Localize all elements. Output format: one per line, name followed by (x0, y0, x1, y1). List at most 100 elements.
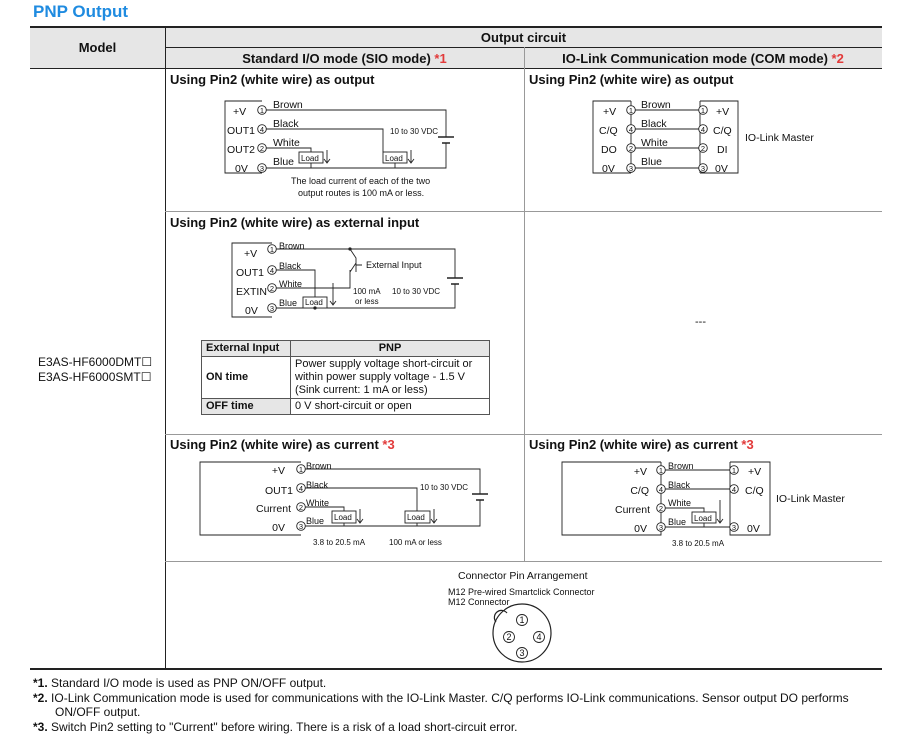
terminal-label: 0V (602, 163, 615, 175)
load-label: Load (694, 514, 712, 523)
footnote-ref: *1 (434, 51, 447, 66)
sio-header-text: Standard I/O mode (SIO mode) (242, 51, 431, 66)
footnote-mark: *3. (33, 720, 48, 734)
pin-number: 2 (270, 284, 274, 293)
terminal-label: 0V (235, 163, 248, 175)
load-label: Load (334, 513, 352, 522)
footnote-text: Switch Pin2 setting to "Current" before … (51, 720, 518, 734)
value-line: (Sink current: 1 mA or less) (295, 384, 428, 396)
connector-pin-arrangement: 1 2 4 3 Connector Pin Arrangement M12 Pr… (448, 570, 595, 663)
pin-number: 2 (701, 144, 705, 153)
supply-voltage: 10 to 30 VDC (392, 287, 440, 296)
sio-mode-header: Standard I/O mode (SIO mode) *1 (165, 51, 524, 66)
load-label: Load (301, 154, 319, 163)
terminal-label: +V (716, 106, 729, 118)
terminal-label: 0V (715, 163, 728, 175)
divider (524, 47, 525, 561)
pin-number: 1 (659, 466, 663, 475)
com-mode-header: IO-Link Communication mode (COM mode) *2 (524, 51, 882, 66)
connector-type: M12 Pre-wired Smartclick Connector (448, 587, 595, 597)
pin-number: 2 (260, 144, 264, 153)
terminal-label: +V (272, 465, 285, 477)
terminal-label: +V (634, 466, 647, 478)
pin-number: 4 (299, 484, 303, 493)
wire-label: White (306, 498, 329, 508)
terminal-label: EXTIN (236, 286, 267, 298)
wire-label: White (273, 137, 300, 149)
wire-label: Brown (273, 99, 303, 111)
note: 3.8 to 20.5 mA (672, 539, 725, 548)
connector-type: M12 Connector (448, 597, 510, 607)
row-label: ON time (201, 356, 291, 399)
section-title-text: Using Pin2 (white wire) as current (170, 437, 379, 452)
footnote-ref: *2 (831, 51, 844, 66)
terminal-label: OUT1 (265, 485, 293, 497)
wire-label: Blue (306, 516, 324, 526)
terminal-label: +V (233, 106, 246, 118)
footnote: *2. IO-Link Communication mode is used f… (33, 691, 895, 719)
pin-number: 3 (659, 523, 663, 532)
wire-label: Black (279, 261, 302, 271)
terminal-label: C/Q (630, 485, 649, 497)
pin-number: 2 (506, 632, 511, 642)
section-title: Using Pin2 (white wire) as output (529, 72, 734, 87)
terminal-label: +V (603, 106, 616, 118)
supply-voltage: 10 to 30 VDC (420, 483, 468, 492)
footnote-mark: *1. (33, 676, 48, 690)
divider (30, 26, 882, 28)
note: output routes is 100 mA or less. (298, 188, 424, 198)
model-name: E3AS-HF6000DMT☐ (38, 355, 153, 369)
footnote-text: IO-Link Communication mode is used for c… (51, 691, 849, 719)
terminal-label: DO (601, 144, 617, 156)
terminal-label: C/Q (745, 485, 764, 497)
section-title-text: Using Pin2 (white wire) as current (529, 437, 738, 452)
load-label: Load (305, 298, 323, 307)
pin-number: 1 (732, 466, 736, 475)
pin-number: 4 (536, 632, 541, 642)
terminal-label: Current (256, 503, 291, 515)
wire-label: Brown (306, 461, 332, 471)
wire-label: Brown (668, 461, 694, 471)
page-title: PNP Output (33, 2, 129, 21)
pin-number: 4 (659, 485, 663, 494)
pin-number: 2 (629, 144, 633, 153)
load-label: Load (385, 154, 403, 163)
footnote-text: Standard I/O mode is used as PNP ON/OFF … (51, 676, 327, 690)
wire-label: Black (641, 118, 667, 130)
sio-current-diagram: 1 4 2 3 +V OUT1 Current 0V Brown Black W… (199, 461, 488, 547)
terminal-label: +V (748, 466, 761, 478)
terminal-label: OUT2 (227, 144, 255, 156)
connector-title: Connector Pin Arrangement (458, 570, 588, 582)
com-header-text: IO-Link Communication mode (COM mode) (562, 51, 828, 66)
wire-label: Blue (279, 298, 297, 308)
com-output-diagram: 1 4 2 3 1 4 2 3 +V C/Q DO 0V Brown Black… (592, 99, 814, 175)
not-applicable: --- (695, 316, 706, 328)
row-value: Power supply voltage short-circuit or wi… (290, 356, 490, 399)
terminal-label: 0V (747, 523, 760, 535)
sio-output-diagram: 1 4 2 3 +V OUT1 OUT2 0V Brown Black Whit… (224, 99, 454, 198)
wire-label: Black (306, 480, 329, 490)
divider (165, 47, 882, 48)
external-input-diagram: 1 4 2 3 +V OUT1 EXTIN 0V Brown Black Whi… (231, 241, 463, 318)
divider (165, 211, 882, 212)
pin-number: 1 (519, 615, 524, 625)
pin-number: 4 (260, 125, 264, 134)
wire-label: White (668, 498, 691, 508)
pin-number: 3 (629, 164, 633, 173)
io-link-master-label: IO-Link Master (745, 132, 814, 144)
value-line: Power supply voltage short-circuit or (295, 358, 473, 370)
output-circuit-header: Output circuit (480, 30, 567, 45)
wire-label: Blue (273, 156, 294, 168)
pin-number: 2 (299, 503, 303, 512)
table-header-cell: External Input (201, 340, 291, 357)
pin-number: 3 (732, 523, 736, 532)
external-input-label: External Input (366, 260, 422, 270)
load-label: Load (407, 513, 425, 522)
terminal-label: 0V (245, 305, 258, 317)
model-name: E3AS-HF6000SMT☐ (38, 370, 152, 384)
note: 3.8 to 20.5 mA (313, 538, 366, 547)
table-row: ON time Power supply voltage short-circu… (201, 356, 490, 399)
wire-label: Black (273, 118, 299, 130)
footnote: *3. Switch Pin2 setting to "Current" bef… (33, 720, 893, 734)
